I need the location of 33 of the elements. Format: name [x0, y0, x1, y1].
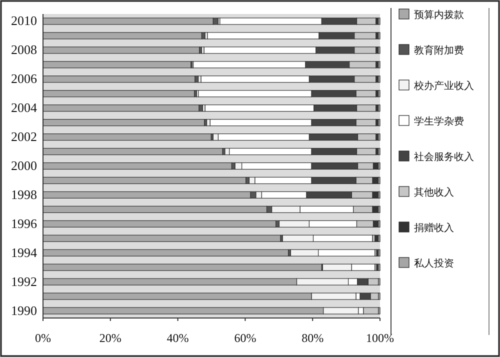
- x-tick-label: 40%: [166, 331, 189, 345]
- legend-item: 其他收入: [398, 186, 454, 198]
- y-tick-label: 2010: [11, 13, 37, 28]
- legend-label: 社会服务收入: [414, 151, 474, 163]
- legend-label: 其他收入: [414, 186, 454, 198]
- x-tick-label: 80%: [302, 331, 324, 345]
- legend-item: 教育附加费: [398, 44, 464, 56]
- y-tick-label: 2002: [11, 129, 37, 144]
- legend-item: 校办产业收入: [398, 80, 474, 92]
- y-tick-label: 1990: [11, 302, 37, 318]
- x-tick-label: 0%: [35, 331, 51, 345]
- y-tick-label: 2008: [11, 42, 37, 58]
- legend-label: 捐赠收入: [414, 222, 454, 234]
- legend-item: 社会服务收入: [398, 150, 474, 163]
- legend-label: 学生学杂费: [414, 116, 464, 128]
- legend-item: 学生学杂费: [398, 115, 464, 128]
- legend-item: 私人投资: [398, 257, 454, 270]
- legend-label: 预算内拨款: [414, 9, 464, 21]
- y-tick-label: 1992: [11, 274, 37, 289]
- legend-label: 校办产业收入: [413, 80, 474, 92]
- x-tick-label: 100%: [366, 331, 394, 345]
- legend-label: 私人投资: [414, 258, 454, 270]
- y-tick-label: 1998: [11, 186, 37, 202]
- y-tick-label: 2000: [11, 158, 37, 173]
- y-tick-label: 1994: [11, 244, 38, 260]
- x-tick-label: 60%: [234, 331, 256, 345]
- y-tick-label: 2006: [11, 71, 38, 86]
- y-tick-label: 1996: [11, 216, 38, 231]
- legend-label: 教育附加费: [414, 44, 464, 56]
- y-tick-label: 2004: [11, 100, 38, 116]
- x-tick-label: 20%: [99, 331, 122, 345]
- legend-item: 捐赠收入: [398, 222, 454, 234]
- legend-item: 预算内拨款: [398, 8, 464, 21]
